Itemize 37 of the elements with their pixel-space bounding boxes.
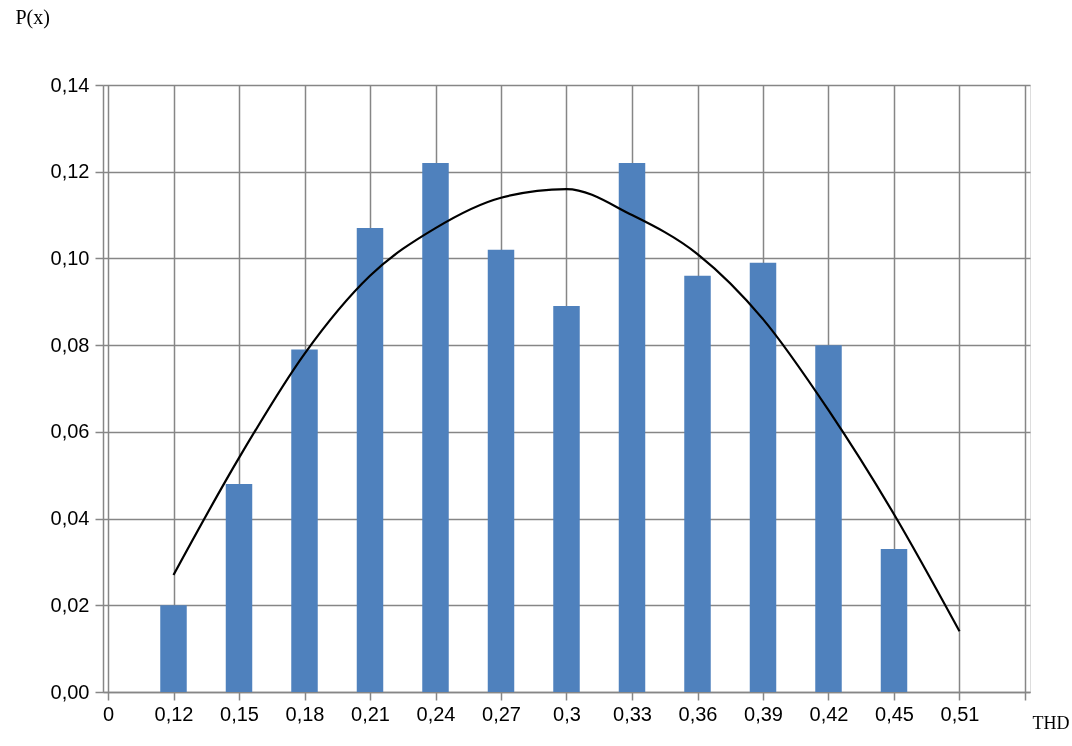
x-tick-label: 0,27 [482,702,521,725]
bar [422,163,449,692]
x-tick-label: 0,21 [351,702,390,725]
bar [815,345,842,692]
y-tick-label: 0,02 [50,593,90,616]
y-tick-label: 0,12 [50,160,90,183]
x-tick-label: 0,18 [285,702,325,725]
x-tick-label: 0,15 [220,702,259,725]
bar [160,605,187,692]
x-tick-label: 0,3 [553,702,581,725]
bar [749,262,777,692]
bar [618,163,646,692]
y-tick-label: 0,10 [50,246,90,269]
bar [553,306,580,692]
y-tick-label: 0,14 [50,73,90,96]
line-series [172,187,961,633]
x-tick-label: 0,36 [678,702,718,725]
y-tick-label: 0,08 [50,333,90,356]
x-tick-label: 0 [102,702,115,725]
x-axis-title: THD [1032,712,1070,733]
x-tick-label: 0,33 [613,702,652,725]
x-tick-label: 0,45 [875,702,914,725]
y-axis-title: P(x) [15,5,50,29]
bar [356,228,384,692]
y-tick-label: 0,00 [50,680,90,703]
x-tick-label: 0,12 [154,702,194,725]
bar [291,349,318,692]
x-tick-label: 0,24 [416,702,456,725]
bar [684,275,711,692]
bar [880,548,908,692]
x-tick-label: 0,51 [940,702,980,725]
bar [487,249,515,692]
y-tick-label: 0,04 [50,507,90,530]
x-tick-label: 0,39 [744,702,783,725]
x-tick-label: 0,42 [809,702,849,725]
y-tick-label: 0,06 [50,420,90,443]
bar [225,483,253,692]
